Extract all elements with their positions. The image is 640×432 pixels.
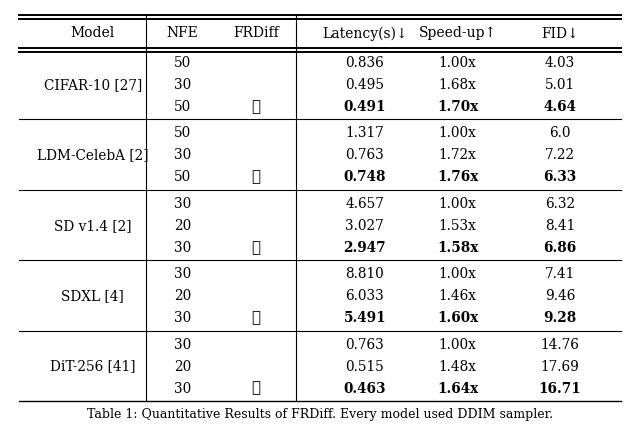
Text: 30: 30 bbox=[174, 381, 191, 396]
Text: Table 1: Quantitative Results of FRDiff. Every model used DDIM sampler.: Table 1: Quantitative Results of FRDiff.… bbox=[87, 408, 553, 422]
Text: 30: 30 bbox=[174, 241, 191, 255]
Text: 1.48x: 1.48x bbox=[438, 359, 477, 374]
Text: Latency(s)↓: Latency(s)↓ bbox=[322, 26, 408, 41]
Text: LDM-CelebA [2]: LDM-CelebA [2] bbox=[37, 148, 148, 162]
Text: 1.60x: 1.60x bbox=[437, 311, 478, 325]
Text: 1.72x: 1.72x bbox=[439, 148, 476, 162]
Text: 3.027: 3.027 bbox=[346, 219, 384, 233]
Text: 0.748: 0.748 bbox=[344, 170, 386, 184]
Text: 1.68x: 1.68x bbox=[439, 78, 476, 92]
Text: 6.86: 6.86 bbox=[543, 241, 577, 255]
Text: 50: 50 bbox=[174, 170, 191, 184]
Text: 1.317: 1.317 bbox=[346, 126, 384, 140]
Text: 5.491: 5.491 bbox=[344, 311, 386, 325]
Text: 4.657: 4.657 bbox=[346, 197, 384, 211]
Text: 1.64x: 1.64x bbox=[437, 381, 478, 396]
Text: 20: 20 bbox=[174, 359, 191, 374]
Text: 0.491: 0.491 bbox=[344, 100, 386, 114]
Text: SDXL [4]: SDXL [4] bbox=[61, 289, 124, 303]
Text: 20: 20 bbox=[174, 219, 191, 233]
Text: SD v1.4 [2]: SD v1.4 [2] bbox=[54, 219, 132, 233]
Text: 1.70x: 1.70x bbox=[437, 100, 478, 114]
Text: ✓: ✓ bbox=[252, 170, 260, 184]
Text: 6.32: 6.32 bbox=[545, 197, 575, 211]
Text: 16.71: 16.71 bbox=[539, 381, 581, 396]
Text: 50: 50 bbox=[174, 56, 191, 70]
Text: 2.947: 2.947 bbox=[344, 241, 386, 255]
Text: NFE: NFE bbox=[166, 26, 198, 41]
Text: 7.22: 7.22 bbox=[545, 148, 575, 162]
Text: FID↓: FID↓ bbox=[541, 26, 579, 41]
Text: 50: 50 bbox=[174, 126, 191, 140]
Text: 8.41: 8.41 bbox=[545, 219, 575, 233]
Text: 30: 30 bbox=[174, 78, 191, 92]
Text: 1.00x: 1.00x bbox=[439, 126, 476, 140]
Text: 6.33: 6.33 bbox=[543, 170, 577, 184]
Text: 20: 20 bbox=[174, 289, 191, 303]
Text: 6.0: 6.0 bbox=[549, 126, 571, 140]
Text: 1.00x: 1.00x bbox=[439, 197, 476, 211]
Text: ✓: ✓ bbox=[252, 311, 260, 325]
Text: 5.01: 5.01 bbox=[545, 78, 575, 92]
Text: 7.41: 7.41 bbox=[545, 267, 575, 281]
Text: CIFAR-10 [27]: CIFAR-10 [27] bbox=[44, 78, 142, 92]
Text: 6.033: 6.033 bbox=[346, 289, 384, 303]
Text: 9.28: 9.28 bbox=[543, 311, 577, 325]
Text: ✓: ✓ bbox=[252, 241, 260, 255]
Text: 1.76x: 1.76x bbox=[437, 170, 478, 184]
Text: 0.836: 0.836 bbox=[346, 56, 384, 70]
Text: 9.46: 9.46 bbox=[545, 289, 575, 303]
Text: FRDiff: FRDiff bbox=[233, 26, 279, 41]
Text: Model: Model bbox=[70, 26, 115, 41]
Text: 30: 30 bbox=[174, 337, 191, 352]
Text: 1.00x: 1.00x bbox=[439, 56, 476, 70]
Text: 30: 30 bbox=[174, 311, 191, 325]
Text: 1.00x: 1.00x bbox=[439, 267, 476, 281]
Text: 30: 30 bbox=[174, 148, 191, 162]
Text: 14.76: 14.76 bbox=[541, 337, 579, 352]
Text: 1.46x: 1.46x bbox=[438, 289, 477, 303]
Text: 1.58x: 1.58x bbox=[437, 241, 478, 255]
Text: 0.763: 0.763 bbox=[346, 148, 384, 162]
Text: 0.495: 0.495 bbox=[346, 78, 384, 92]
Text: 30: 30 bbox=[174, 197, 191, 211]
Text: 1.53x: 1.53x bbox=[439, 219, 476, 233]
Text: Speed-up↑: Speed-up↑ bbox=[419, 26, 497, 41]
Text: 17.69: 17.69 bbox=[541, 359, 579, 374]
Text: 0.515: 0.515 bbox=[346, 359, 384, 374]
Text: 30: 30 bbox=[174, 267, 191, 281]
Text: 0.463: 0.463 bbox=[344, 381, 386, 396]
Text: ✓: ✓ bbox=[252, 100, 260, 114]
Text: ✓: ✓ bbox=[252, 381, 260, 396]
Text: 1.00x: 1.00x bbox=[439, 337, 476, 352]
Text: 8.810: 8.810 bbox=[346, 267, 384, 281]
Text: 50: 50 bbox=[174, 100, 191, 114]
Text: DiT-256 [41]: DiT-256 [41] bbox=[50, 359, 136, 374]
Text: 4.64: 4.64 bbox=[543, 100, 577, 114]
Text: 4.03: 4.03 bbox=[545, 56, 575, 70]
Text: 0.763: 0.763 bbox=[346, 337, 384, 352]
